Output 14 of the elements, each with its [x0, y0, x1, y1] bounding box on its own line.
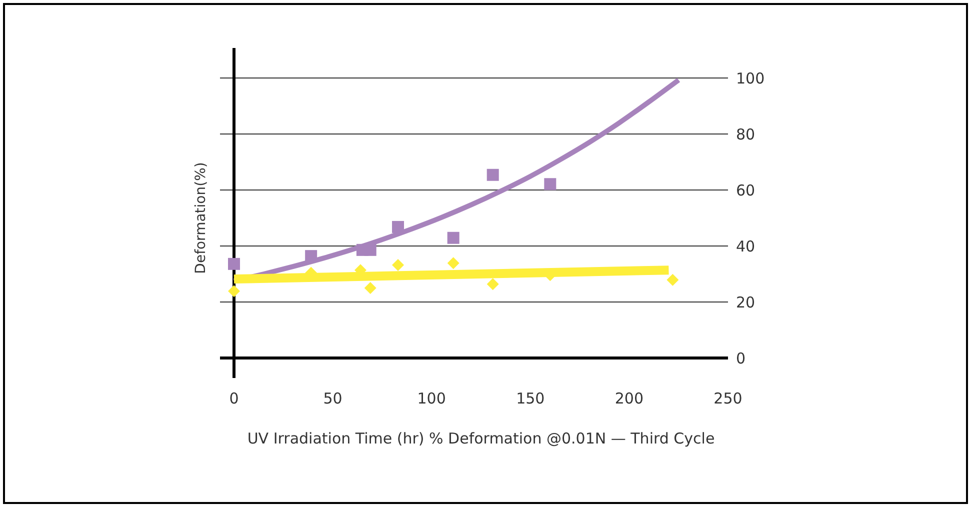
x-axis-title: UV Irradiation Time (hr) % Deformation @0.01N — Third Cycle: [247, 429, 715, 448]
x-tick-label: 0: [229, 389, 239, 408]
y-tick-label: 20: [736, 293, 756, 312]
y-tick-label: 40: [736, 237, 756, 256]
y-tick-label: 100: [736, 69, 765, 88]
x-tick-label: 250: [714, 389, 742, 408]
x-tick-label: 100: [417, 389, 446, 408]
x-tick-label: 150: [516, 389, 545, 408]
y-tick-label: 60: [736, 181, 756, 200]
x-tick-label: 50: [323, 389, 342, 408]
x-tick-label: 200: [614, 389, 644, 408]
y-axis-title: Deformation(%): [193, 162, 209, 274]
y-tick-label: 0: [736, 349, 746, 368]
y-tick-label: 80: [736, 125, 756, 144]
